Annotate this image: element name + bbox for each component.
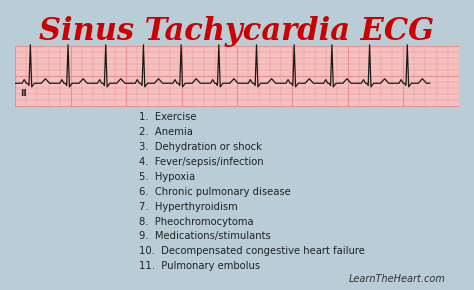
Text: 10.  Decompensated congestive heart failure: 10. Decompensated congestive heart failu… <box>139 246 365 256</box>
Text: 1.  Exercise: 1. Exercise <box>139 112 197 122</box>
Text: 2.  Anemia: 2. Anemia <box>139 127 193 137</box>
FancyBboxPatch shape <box>15 46 459 106</box>
Text: 4.  Fever/sepsis/infection: 4. Fever/sepsis/infection <box>139 157 264 167</box>
Text: Sinus Tachycardia ECG: Sinus Tachycardia ECG <box>39 16 435 47</box>
Text: 7.  Hyperthyroidism: 7. Hyperthyroidism <box>139 202 238 212</box>
Text: 8.  Pheochromocytoma: 8. Pheochromocytoma <box>139 217 254 226</box>
Text: II: II <box>20 89 27 98</box>
Text: 3.  Dehydration or shock: 3. Dehydration or shock <box>139 142 262 152</box>
Text: 9.  Medications/stimulants: 9. Medications/stimulants <box>139 231 271 242</box>
Text: 6.  Chronic pulmonary disease: 6. Chronic pulmonary disease <box>139 187 291 197</box>
Text: 5.  Hypoxia: 5. Hypoxia <box>139 172 196 182</box>
Text: LearnTheHeart.com: LearnTheHeart.com <box>348 274 446 284</box>
Text: 11.  Pulmonary embolus: 11. Pulmonary embolus <box>139 261 261 271</box>
